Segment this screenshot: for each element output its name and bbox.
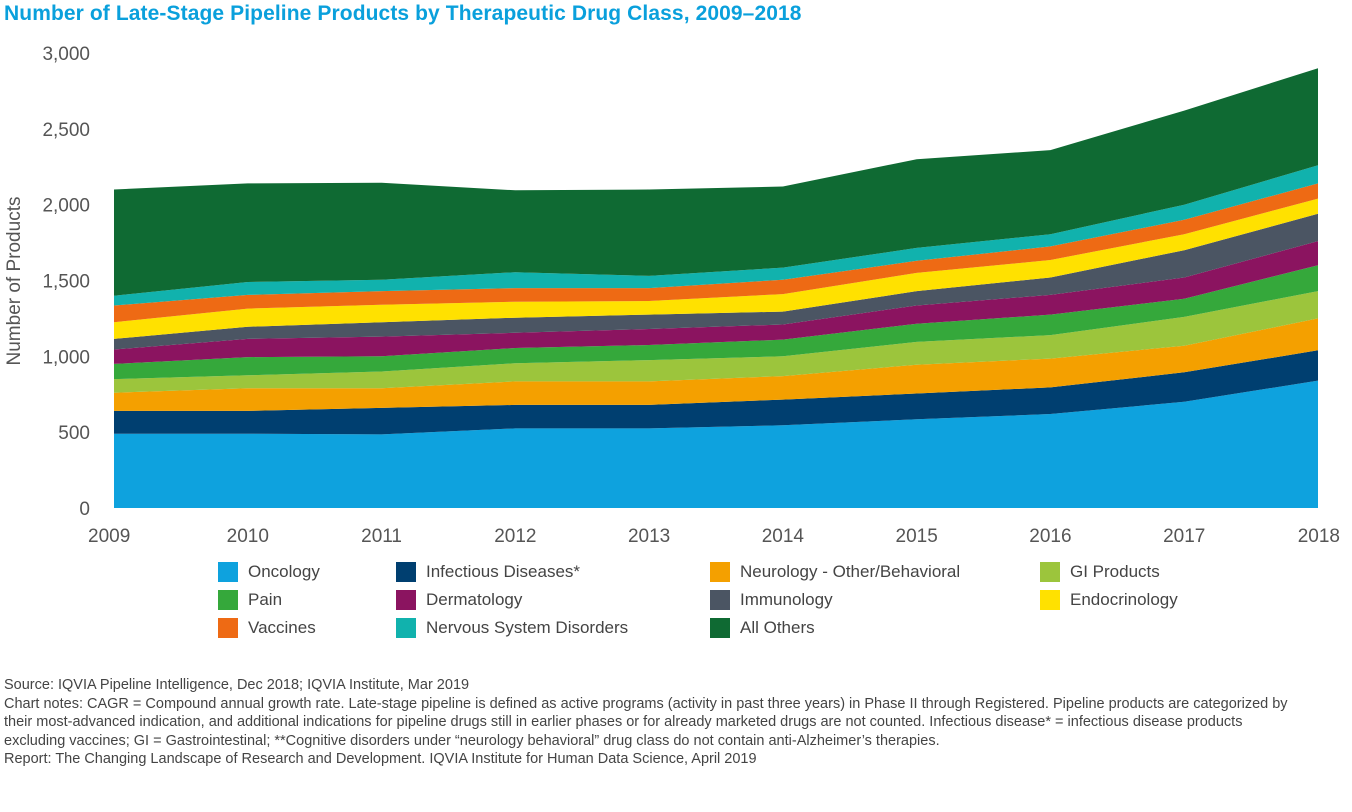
legend-item: Infectious Diseases* [396,562,580,582]
x-tick-label: 2017 [1163,526,1205,547]
y-tick-label: 0 [79,499,90,520]
y-tick-label: 3,000 [42,44,90,65]
y-tick-label: 1,500 [42,272,90,293]
x-tick-label: 2014 [762,526,805,547]
legend-item: GI Products [1040,562,1160,582]
area-oncology [114,380,1318,508]
report-note: Report: The Changing Landscape of Resear… [4,751,757,767]
legend-label: Immunology [740,590,833,609]
legend-item: Nervous System Disorders [396,618,628,638]
area-gi-products [114,291,1318,393]
y-axis-label: Number of Products [4,197,25,366]
area-series-group [114,68,1318,508]
legend-swatch [218,618,238,638]
legend-swatch [710,590,730,610]
area-nervous-system-disorders [114,165,1318,306]
legend-item: Immunology [710,590,833,610]
chart-title: Number of Late-Stage Pipeline Products b… [4,2,802,25]
area-vaccines [114,183,1318,323]
area-pain [114,265,1318,380]
legend-item: Dermatology [396,590,522,610]
x-tick-label: 2013 [628,526,670,547]
y-tick-label: 2,500 [42,120,90,141]
chart-notes: Source: IQVIA Pipeline Intelligence, Dec… [4,676,1304,769]
legend-label: Dermatology [426,590,523,609]
legend-label: Oncology [248,562,320,581]
x-axis-ticks: 2009 2010 2011 2012 2013 2014 2015 2016 2017 2018 [88,526,1340,547]
area-all-others [114,68,1318,296]
legend-label: Infectious Diseases* [426,562,581,581]
y-tick-label: 500 [58,423,90,444]
x-tick-label: 2018 [1298,526,1340,547]
y-axis-ticks: 0 500 1,000 1,500 2,000 2,500 3,000 [42,44,90,520]
legend-label: Pain [248,590,283,609]
legend-swatch [396,590,416,610]
legend-swatch [1040,562,1060,582]
area-dermatology [114,241,1318,364]
legend-swatch [218,590,238,610]
x-tick-label: 2010 [227,526,269,547]
x-tick-label: 2016 [1029,526,1071,547]
legend-label: All Others [740,618,815,637]
x-tick-label: 2009 [88,526,130,547]
legend-item: All Others [710,618,815,638]
legend-label: Nervous System Disorders [426,618,629,637]
area-infectious-diseases [114,350,1318,435]
legend-label: Vaccines [248,618,316,637]
legend-label: GI Products [1070,562,1160,581]
legend-item: Endocrinology [1040,590,1178,610]
legend-swatch [396,562,416,582]
legend-swatch [1040,590,1060,610]
area-immunology [114,213,1318,350]
legend-item: Oncology [218,562,320,582]
legend-swatch [396,618,416,638]
x-tick-label: 2015 [896,526,938,547]
x-tick-label: 2012 [494,526,536,547]
x-tick-label: 2011 [361,526,402,547]
legend-item: Pain [218,590,282,610]
chart-notes-text: Chart notes: CAGR = Compound annual grow… [4,695,1288,749]
y-tick-label: 1,000 [42,347,90,368]
legend-label: Neurology - Other/Behavioral [740,562,961,581]
source-note: Source: IQVIA Pipeline Intelligence, Dec… [4,677,470,693]
legend-swatch [710,618,730,638]
legend-item: Neurology - Other/Behavioral [710,562,960,582]
area-endocrinology [114,198,1318,339]
y-tick-label: 2,000 [42,196,90,217]
legend-item: Vaccines [218,618,316,638]
legend-label: Endocrinology [1070,590,1178,609]
area-neurology-other-behavioral [114,318,1318,411]
legend-swatch [710,562,730,582]
legend-swatch [218,562,238,582]
